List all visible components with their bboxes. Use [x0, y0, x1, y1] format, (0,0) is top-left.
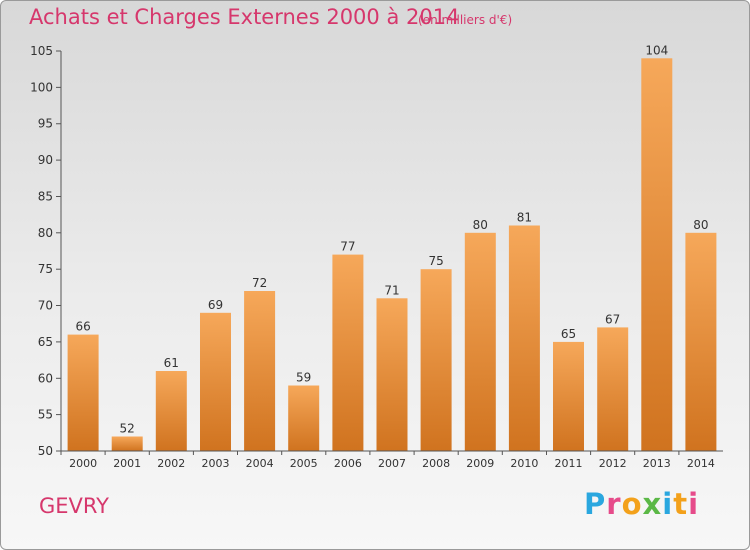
x-tick-label-2003: 2003: [202, 457, 230, 470]
chart-subtitle: (en milliers d'€): [418, 13, 513, 27]
x-tick-label-2001: 2001: [113, 457, 141, 470]
y-tick-label-100: 100: [30, 80, 53, 94]
x-tick-label-2012: 2012: [599, 457, 627, 470]
data-label-2011: 65: [561, 327, 576, 341]
y-tick-label-50: 50: [38, 444, 53, 458]
data-label-2006: 77: [340, 240, 355, 254]
x-tick-label-2006: 2006: [334, 457, 362, 470]
x-tick-label-2008: 2008: [422, 457, 450, 470]
data-label-2014: 80: [693, 218, 708, 232]
bar-2006: [332, 254, 364, 451]
y-tick-label-70: 70: [38, 299, 53, 313]
y-tick-label-90: 90: [38, 153, 53, 167]
y-tick-label-75: 75: [38, 262, 53, 276]
town-name: GEVRY: [39, 494, 109, 518]
y-tick-label-95: 95: [38, 117, 53, 131]
bar-2010: [508, 225, 540, 451]
x-tick-label-2007: 2007: [378, 457, 406, 470]
x-tick-label-2014: 2014: [687, 457, 715, 470]
y-tick-label-65: 65: [38, 335, 53, 349]
y-tick-label-80: 80: [38, 226, 53, 240]
proxiti-logo: Proxiti: [584, 487, 699, 521]
data-label-2008: 75: [428, 254, 443, 268]
logo-letter: t: [673, 487, 689, 521]
x-tick-label-2010: 2010: [510, 457, 538, 470]
logo-letter: r: [606, 487, 622, 521]
bar-2007: [376, 298, 408, 451]
chart-title: Achats et Charges Externes 2000 à 2014: [29, 5, 460, 29]
data-label-2000: 66: [75, 320, 90, 334]
bar-2008: [420, 269, 452, 451]
x-tick-label-2011: 2011: [555, 457, 583, 470]
x-tick-label-2000: 2000: [69, 457, 97, 470]
data-label-2007: 71: [384, 283, 399, 297]
x-tick-label-2009: 2009: [466, 457, 494, 470]
y-tick-label-105: 105: [30, 44, 53, 58]
bar-2001: [111, 436, 143, 451]
data-label-2010: 81: [517, 211, 532, 225]
y-tick-label-60: 60: [38, 371, 53, 385]
data-label-2012: 67: [605, 312, 620, 326]
bar-2013: [641, 58, 673, 452]
logo-letter: P: [584, 487, 607, 521]
bar-2005: [288, 385, 320, 451]
data-label-2004: 72: [252, 276, 267, 290]
bar-2000: [67, 334, 99, 451]
bar-2004: [244, 291, 276, 451]
x-tick-label-2002: 2002: [157, 457, 185, 470]
logo-letter: i: [688, 487, 700, 521]
data-label-2013: 104: [645, 43, 668, 57]
bar-2009: [464, 232, 496, 451]
data-label-2003: 69: [208, 298, 223, 312]
x-tick-label-2005: 2005: [290, 457, 318, 470]
bar-2014: [685, 232, 717, 451]
bar-2002: [155, 371, 187, 451]
logo-letter: x: [642, 487, 663, 521]
data-label-2002: 61: [164, 356, 179, 370]
bar-2003: [200, 312, 231, 451]
logo-letter: o: [621, 487, 643, 521]
bar-2011: [553, 341, 584, 451]
x-tick-label-2013: 2013: [643, 457, 671, 470]
y-tick-label-55: 55: [38, 408, 53, 422]
data-label-2005: 59: [296, 371, 311, 385]
x-tick-label-2004: 2004: [246, 457, 274, 470]
logo-letter: i: [662, 487, 674, 521]
data-label-2001: 52: [120, 422, 135, 436]
data-label-2009: 80: [473, 218, 488, 232]
bar-2012: [597, 327, 629, 451]
y-tick-label-85: 85: [38, 190, 53, 204]
